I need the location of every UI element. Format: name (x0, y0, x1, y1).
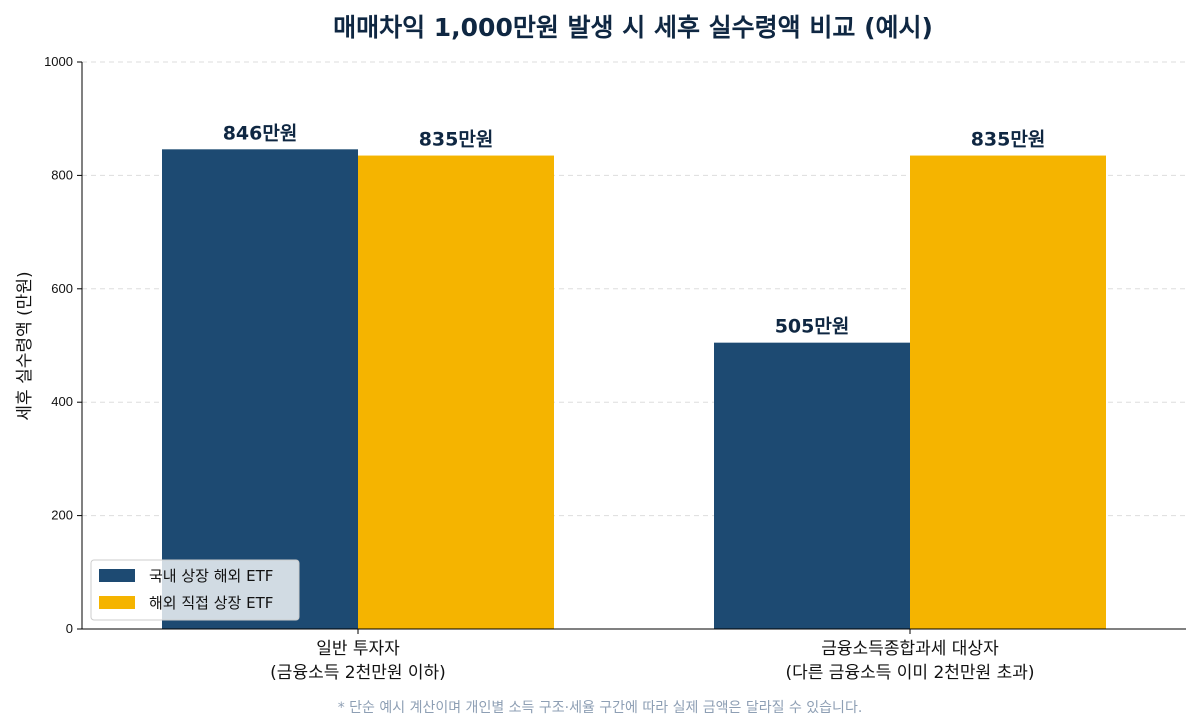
legend-swatch (99, 569, 135, 582)
x-tick-label: 일반 투자자 (316, 639, 400, 659)
y-tick-label: 400 (51, 394, 73, 409)
y-tick-label: 800 (51, 167, 73, 182)
bar (714, 342, 910, 629)
axes (81, 62, 1186, 630)
chart-title: 매매차익 1,000만원 발생 시 세후 실수령액 비교 (예시) (333, 13, 933, 42)
footnote: * 단순 예시 계산이며 개인별 소득 구조·세율 구간에 따라 실제 금액은 … (338, 700, 863, 716)
x-tick-label: 금융소득종합과세 대상자 (821, 639, 999, 659)
x-ticks: 일반 투자자 (금융소득 2천만원 이하) 금융소득종합과세 대상자 (다른 금융소득… (270, 629, 1035, 683)
legend-label: 해외 직접 상장 ETF (149, 594, 273, 612)
y-tick-label: 0 (66, 621, 73, 636)
data-label: 505만원 (775, 316, 850, 338)
legend: 국내 상장 해외 ETF 해외 직접 상장 ETF (90, 559, 300, 621)
x-tick-label: (다른 금융소득 이미 2천만원 초과) (785, 663, 1034, 683)
x-tick-label: (금융소득 2천만원 이하) (270, 663, 446, 683)
bar (162, 149, 358, 629)
data-labels: 846만원 835만원 505만원 835만원 (223, 122, 1046, 337)
bar (910, 155, 1106, 629)
y-tick-label: 1000 (44, 54, 73, 69)
data-label: 835만원 (971, 129, 1046, 151)
y-tick-label: 600 (51, 281, 73, 296)
y-axis-label: 세후 실수령액 (만원) (15, 271, 35, 420)
legend-swatch (99, 596, 135, 609)
legend-box (90, 559, 300, 621)
legend-label: 국내 상장 해외 ETF (149, 567, 273, 585)
data-label: 846만원 (223, 122, 298, 144)
bars (162, 149, 1106, 629)
y-tick-label: 200 (51, 508, 73, 523)
bar (358, 155, 554, 629)
data-label: 835만원 (419, 129, 494, 151)
y-ticks: 0 200 400 600 800 1000 (44, 54, 82, 636)
